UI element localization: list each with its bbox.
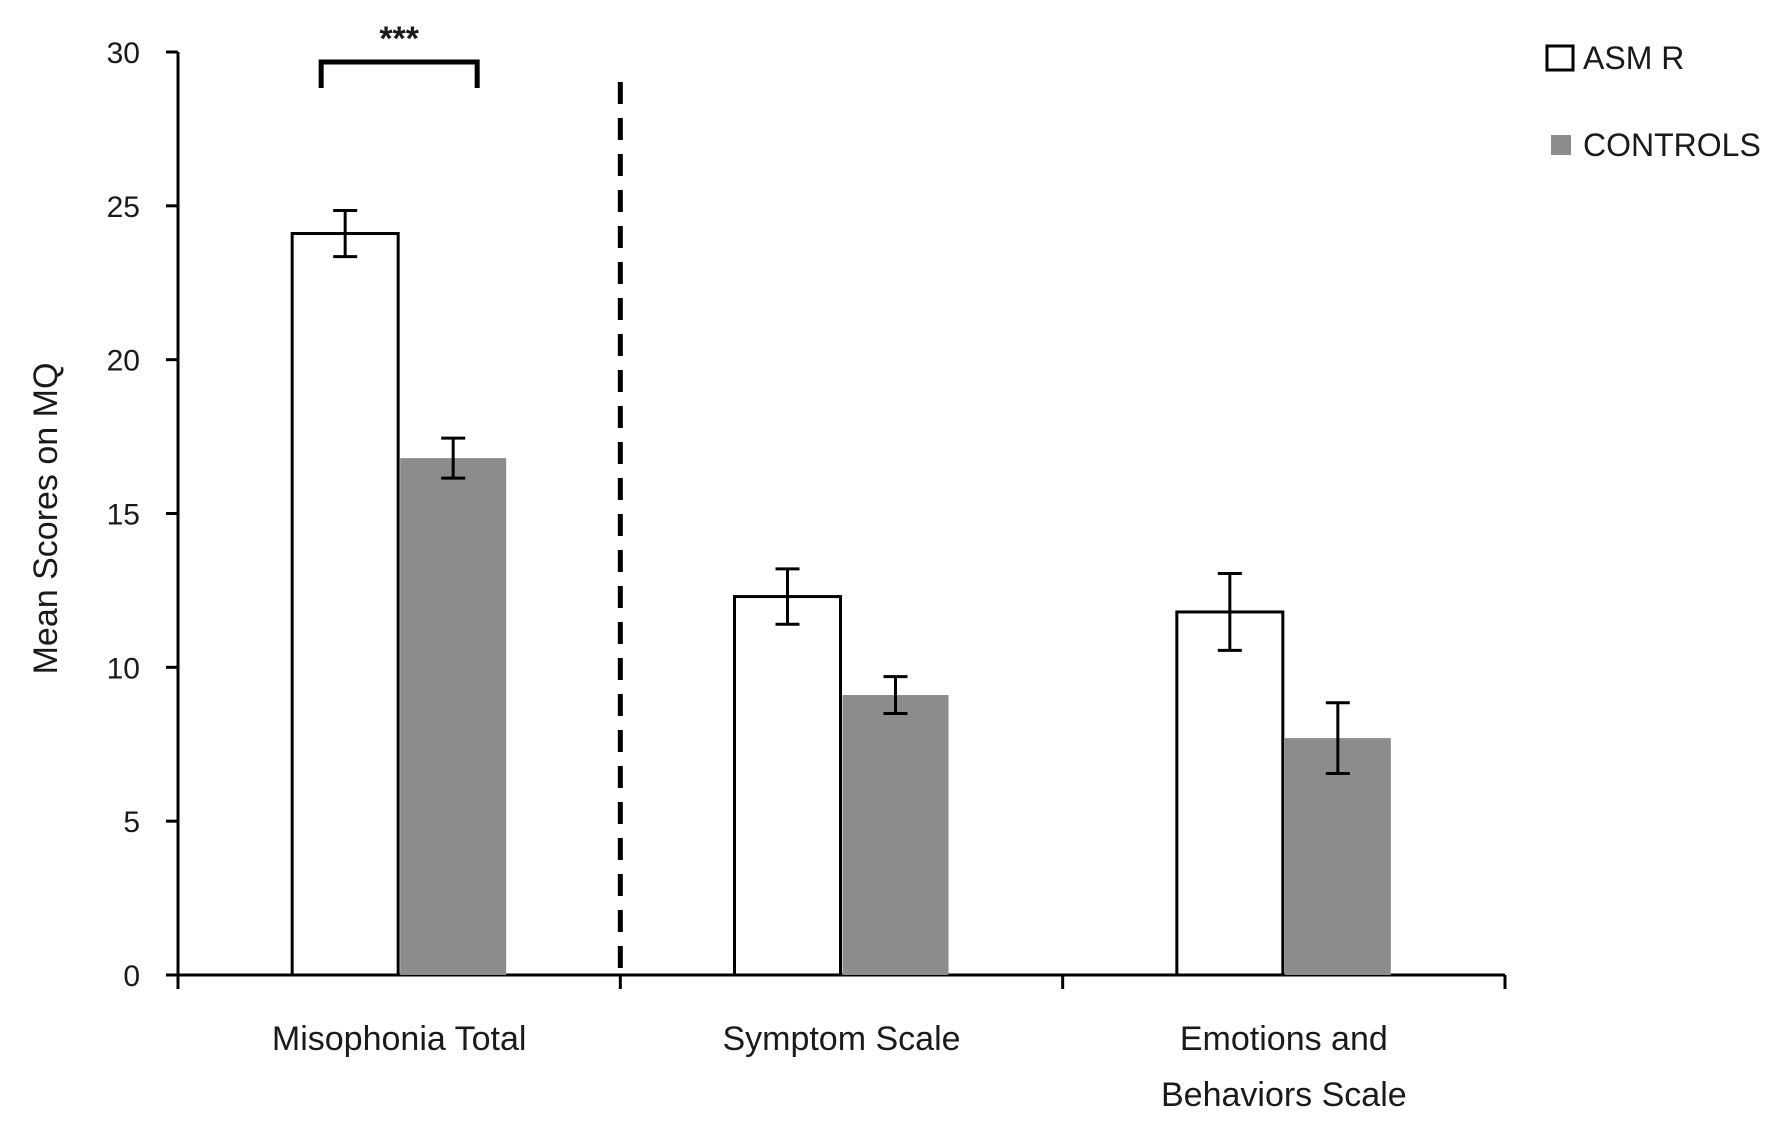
legend-swatch-asmr xyxy=(1545,44,1575,72)
bar-controls-1 xyxy=(842,695,949,975)
y-tick-label: 15 xyxy=(107,499,140,532)
x-category-label: Emotions and xyxy=(1180,1020,1388,1058)
y-axis-label: Mean Scores on MQ xyxy=(27,363,65,675)
y-tick-label: 5 xyxy=(123,806,140,839)
y-tick-label: 10 xyxy=(107,652,140,685)
bar-asmr-2 xyxy=(1175,610,1285,977)
y-tick-label: 25 xyxy=(107,191,140,224)
legend-label-controls: CONTROLS xyxy=(1583,127,1761,163)
y-tick-label: 0 xyxy=(123,960,140,993)
y-tick-label: 30 xyxy=(107,37,140,70)
significance-label: *** xyxy=(379,20,419,58)
significance-bracket xyxy=(318,59,480,88)
bar-asmr-0 xyxy=(290,232,400,977)
bar-asmr-1 xyxy=(733,595,842,977)
legend-label-asmr: ASM R xyxy=(1583,40,1684,76)
x-category-label: Behaviors Scale xyxy=(1161,1076,1407,1114)
x-category-label: Symptom Scale xyxy=(722,1020,960,1058)
x-category-label: Misophonia Total xyxy=(272,1020,527,1058)
y-tick-label: 20 xyxy=(107,345,140,378)
bar-controls-2 xyxy=(1284,738,1391,975)
legend-swatch-controls xyxy=(1551,135,1571,155)
bar-controls-0 xyxy=(400,458,507,975)
